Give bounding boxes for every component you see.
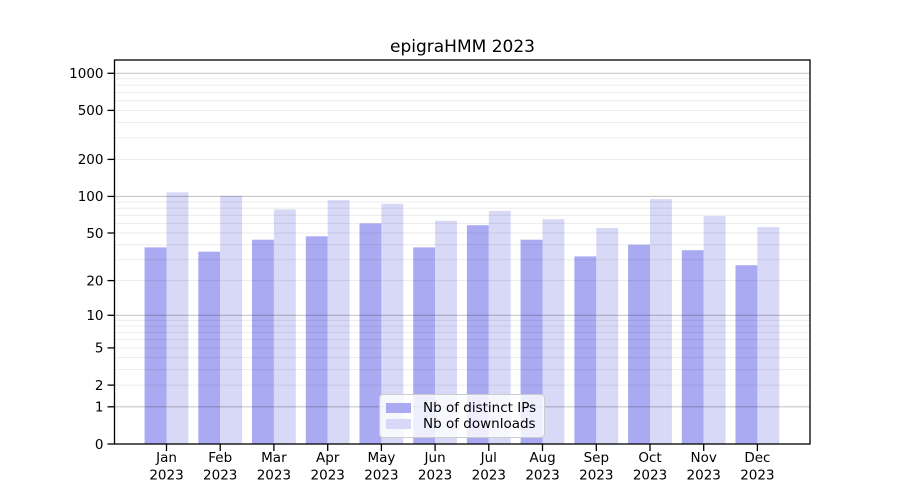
x-tick-label-year: 2023 [472,468,506,484]
x-tick-label-month: Dec [744,450,770,466]
x-tick-label-year: 2023 [418,468,452,484]
x-tick-label-month: Sep [584,450,609,466]
bar-distinct-ips-nov [681,250,704,444]
bar-downloads-jan [166,192,189,444]
legend-swatch-distinct-ips [386,402,411,414]
x-tick-label-month: Nov [691,450,717,466]
y-tick-label: 1 [95,400,104,416]
plot-frame [113,59,811,445]
x-tick-label-month: May [367,450,395,466]
x-tick-label-month: Mar [261,450,287,466]
y-tick-label: 100 [78,189,104,205]
bar-distinct-ips-dec [735,265,758,444]
y-tick-label: 20 [86,273,103,289]
bar-distinct-ips-mar [252,239,274,444]
x-tick-label-month: Apr [316,450,340,466]
bar-distinct-ips-apr [305,236,328,444]
legend-label-distinct-ips: Nb of distinct IPs [423,400,537,416]
x-tick-label-month: Jun [424,450,446,466]
chart-title: epigraHMM 2023 [390,37,535,57]
legend-label-downloads: Nb of downloads [423,416,536,432]
bar-distinct-ips-jul [466,225,489,444]
x-tick-label-year: 2023 [579,468,613,484]
bar-downloads-nov [703,216,726,444]
bar-downloads-mar [273,209,296,444]
x-tick-label-year: 2023 [311,468,345,484]
legend: Nb of distinct IPs Nb of downloads [379,394,545,438]
bar-downloads-may [381,203,404,444]
x-tick-label-year: 2023 [525,468,559,484]
y-tick-label: 10 [86,308,103,324]
x-tick-label-month: Jan [155,450,177,466]
x-tick-label-month: Oct [638,450,661,466]
y-tick-label: 1000 [69,66,103,82]
y-tick-label: 200 [78,152,104,168]
x-tick-label-month: Feb [208,450,232,466]
y-tick-label: 500 [78,103,104,119]
bar-distinct-ips-feb [198,251,221,444]
legend-swatch-downloads [386,418,411,430]
legend-item-downloads: Nb of downloads [386,416,536,432]
bar-distinct-ips-oct [628,244,650,444]
bar-downloads-dec [757,227,780,444]
x-tick-label-year: 2023 [149,468,183,484]
y-tick-label: 0 [95,437,104,453]
x-tick-label-month: Aug [529,450,555,466]
y-tick-label: 5 [95,341,104,357]
bar-downloads-aug [542,219,565,444]
x-tick-label-year: 2023 [203,468,237,484]
y-tick-label: 50 [86,226,103,242]
x-tick-label-month: Jul [480,450,497,466]
y-tick-label: 2 [95,378,104,394]
x-tick-label-year: 2023 [257,468,291,484]
bar-distinct-ips-sep [574,256,597,444]
legend-item-distinct-ips: Nb of distinct IPs [386,400,536,416]
bar-downloads-apr [327,200,350,444]
bar-distinct-ips-aug [520,239,543,444]
x-tick-label-year: 2023 [740,468,774,484]
x-tick-label-year: 2023 [687,468,721,484]
bar-distinct-ips-jan [144,247,167,444]
bar-downloads-oct [650,199,672,444]
bar-downloads-sep [596,228,619,444]
bar-downloads-jul [488,210,511,444]
x-tick-label-year: 2023 [633,468,667,484]
bar-downloads-jun [435,220,457,444]
bar-distinct-ips-may [359,223,382,444]
bar-downloads-feb [220,195,243,444]
x-tick-label-year: 2023 [364,468,398,484]
